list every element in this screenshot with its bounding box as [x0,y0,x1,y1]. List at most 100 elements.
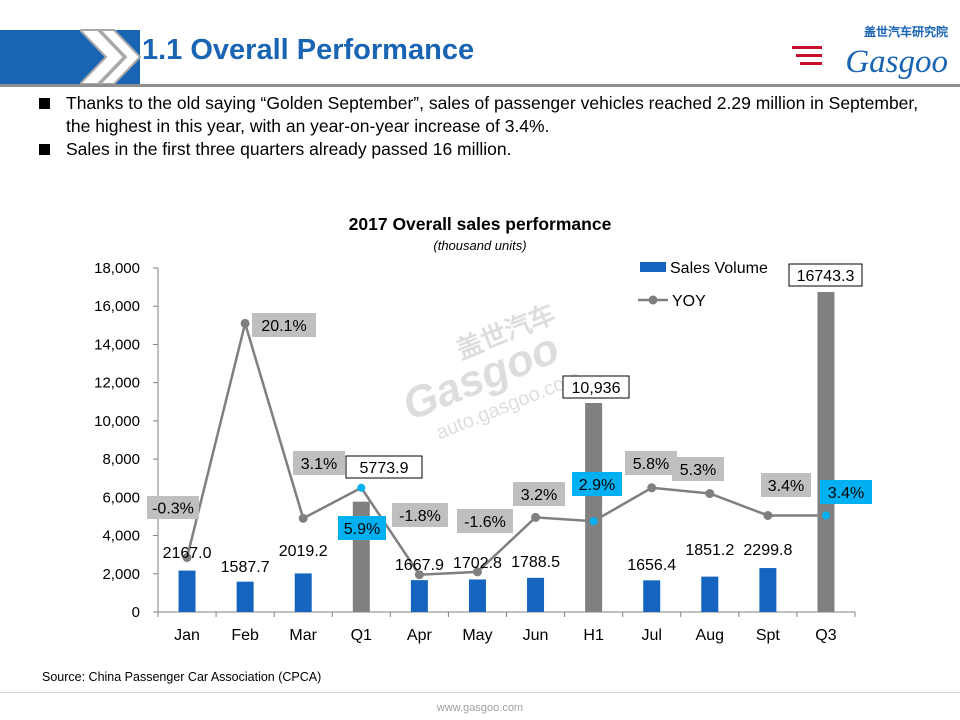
yoy-point [472,567,482,577]
sales-bar [759,568,777,612]
yoy-highlight-label-box [820,480,872,504]
legend-sales-label: Sales Volume [670,260,768,277]
yoy-highlight-label: 2.9% [572,472,622,496]
brand-logo: 盖世汽车研究院 Gasgoo [792,24,948,80]
yoy-label-box [392,503,448,527]
y-tick-label: 0 [132,604,140,621]
yoy-label-box [457,509,513,533]
sales-bar [178,570,196,612]
yoy-label-text: -1.6% [464,514,506,531]
yoy-label-box [761,473,811,497]
yoy-label: -1.6% [457,509,513,533]
x-tick-label: H1 [583,627,604,644]
yoy-label-box [513,482,565,506]
yoy-point [357,483,366,492]
sales-bar [643,580,661,612]
volume-label: 2299.8 [743,542,792,559]
volume-label: 1667.9 [395,557,444,574]
legend-yoy-marker [648,295,658,305]
yoy-label-box [293,451,345,475]
q3-volume-label-box [788,263,863,287]
yoy-label-text: 5.8% [633,456,669,473]
yoy-line [185,318,826,577]
aggregate-bar [817,292,835,612]
legend-sales-swatch [640,262,666,272]
yoy-label: 20.1% [252,313,316,337]
sales-bar [294,573,312,612]
y-tick-label: 8,000 [102,451,140,468]
yoy-point [705,489,715,499]
volume-label: 1702.8 [453,555,502,572]
yoy-label: 3.4% [761,473,811,497]
sales-bar [410,580,428,612]
y-tick-label: 12,000 [94,375,140,392]
yoy-highlight-label-box [572,472,622,496]
yoy-label: 5.8% [625,451,677,475]
yoy-point [531,512,541,522]
yoy-point [414,570,424,580]
yoy-highlight-label-text: 2.9% [579,477,615,494]
x-tick-label: Q1 [351,627,372,644]
yoy-point [763,510,773,520]
page-title: 1.1 Overall Performance [142,34,475,66]
y-tick-label: 14,000 [94,336,140,353]
x-tick-label: Mar [289,627,317,644]
h1-volume-label-box [562,375,630,399]
volume-label: 1788.5 [511,554,560,571]
brand-cn: 盖世汽车研究院 [864,24,948,39]
x-tick-label: Apr [407,627,433,644]
yoy-point [589,517,598,526]
yoy-label-text: 3.4% [768,478,804,495]
yoy-label: 3.2% [513,482,565,506]
brand-en: Gasgoo [845,44,948,80]
sales-bar [527,577,545,612]
yoy-label-text: 20.1% [261,318,306,335]
yoy-point [298,513,308,523]
yoy-label-text: -0.3% [152,501,194,518]
footer-url: www.gasgoo.com [436,702,524,714]
sales-bar [236,581,254,612]
yoy-point [647,483,657,493]
sales-bar [468,579,486,612]
yoy-highlight-label-text: 5.9% [344,521,380,538]
yoy-label: 5.3% [672,457,724,481]
yoy-point [240,318,250,328]
x-tick-label: Q3 [815,627,836,644]
header-divider [0,84,960,87]
yoy-label: -0.3% [147,496,199,519]
yoy-label: -1.8% [392,503,448,527]
yoy-highlight-label-box [338,516,386,540]
y-tick-label: 10,000 [94,413,140,430]
source-note: Source: China Passenger Car Association … [42,670,322,684]
yoy-label-box [625,451,677,475]
h1-volume-label: 10,936 [562,375,630,399]
x-tick-label: Feb [231,627,259,644]
yoy-point [182,553,192,563]
yoy-label-text: 3.1% [301,456,337,473]
q3-volume-label-text: 16743.3 [797,268,855,285]
volume-label: 2167.0 [163,545,212,562]
chart-title: 2017 Overall sales performance [348,214,612,234]
yoy-label-box [252,313,316,337]
x-tick-label: Jul [641,627,661,644]
y-tick-label: 16,000 [94,298,140,315]
volume-label: 2019.2 [279,543,328,560]
bullet-item: Thanks to the old saying “Golden Septemb… [38,92,938,138]
watermark: 盖世汽车 Gasgoo auto.gasgoo.com [396,298,584,444]
bullet-list: Thanks to the old saying “Golden Septemb… [38,92,938,161]
q1-volume-label-box [345,455,423,479]
aggregate-bar [585,403,603,612]
x-tick-label: Aug [696,627,724,644]
yoy-highlight-label: 3.4% [820,480,872,504]
q1-volume-label-text: 5773.9 [360,460,409,477]
sales-bar [701,576,719,612]
yoy-label-text: 3.2% [521,487,557,504]
yoy-point [821,511,830,520]
volume-label: 1656.4 [627,557,676,574]
yoy-label-box [672,457,724,481]
q1-volume-label: 5773.9 [345,455,423,479]
yoy-highlight-label: 5.9% [338,516,386,540]
y-tick-label: 6,000 [102,489,140,506]
legend-yoy-label: YOY [672,293,706,310]
